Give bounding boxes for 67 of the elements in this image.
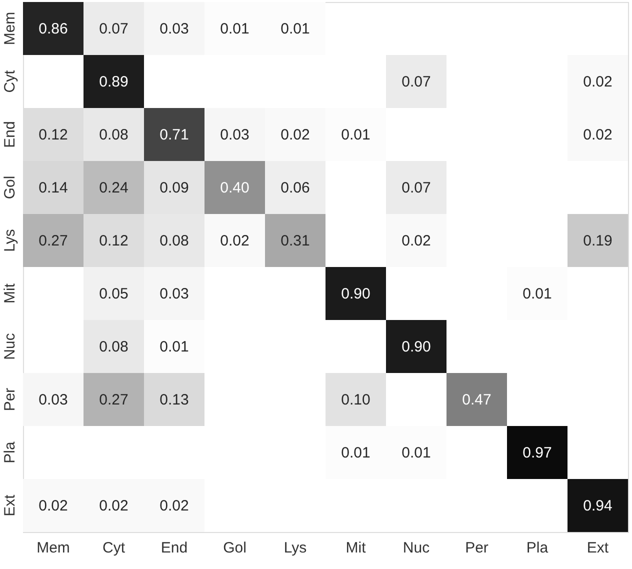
data-label: 0.01 [280, 20, 310, 38]
data-label: 0.08 [160, 232, 189, 250]
data-label: 0.07 [402, 74, 431, 90]
data-label: 0.03 [220, 126, 250, 144]
data-label: 0.02 [402, 232, 431, 250]
x-tick-label: Ext [586, 540, 610, 556]
data-label: 0.01 [341, 444, 370, 462]
data-label: 0.02 [280, 126, 310, 144]
x-tick-label: End [160, 540, 188, 556]
data-label: 0.02 [38, 498, 68, 514]
data-label: 0.01 [160, 338, 189, 356]
data-label: 0.10 [341, 392, 370, 408]
data-label: 0.27 [99, 392, 128, 408]
data-label: 0.40 [220, 180, 250, 196]
data-label: 0.86 [38, 20, 68, 38]
x-tick-label: Nuc [402, 540, 430, 556]
data-label: 0.05 [99, 286, 128, 302]
data-label: 0.02 [99, 498, 128, 514]
data-label: 0.03 [38, 392, 68, 408]
x-tick-label: Pla [526, 540, 549, 556]
data-label: 0.02 [583, 126, 612, 144]
y-tick-label: End [2, 121, 18, 148]
data-label: 0.12 [99, 232, 128, 250]
data-label: 0.19 [583, 232, 612, 250]
data-label: 0.01 [522, 286, 552, 302]
data-label: 0.89 [99, 74, 128, 90]
data-label: 0.13 [160, 392, 189, 408]
data-label: 0.02 [583, 74, 612, 90]
y-tick-label: Gol [2, 176, 18, 200]
data-label: 0.02 [220, 232, 250, 250]
data-label: 0.01 [341, 126, 370, 144]
data-label: 0.07 [402, 180, 431, 196]
x-tick-label: Gol [223, 540, 246, 556]
data-label: 0.03 [160, 286, 189, 302]
data-label: 0.90 [402, 338, 431, 356]
y-tick-label: Ext [2, 494, 18, 516]
y-tick-label: Cyt [2, 69, 18, 93]
data-label: 0.47 [462, 392, 492, 408]
y-tick-label: Lys [2, 229, 18, 252]
data-label: 0.31 [280, 232, 310, 250]
y-tick-label: Pla [2, 441, 18, 464]
data-label: 0.06 [280, 180, 310, 196]
data-label: 0.24 [99, 180, 128, 196]
data-label: 0.94 [583, 498, 612, 514]
data-label: 0.14 [38, 180, 68, 196]
data-label: 0.08 [99, 338, 128, 356]
data-label: 0.07 [99, 20, 128, 38]
y-tick-label: Mit [2, 282, 18, 304]
data-label: 0.08 [99, 126, 128, 144]
y-tick-label: Mem [2, 12, 18, 46]
data-label: 0.09 [160, 180, 189, 196]
y-tick-label: Per [2, 388, 18, 412]
data-label: 0.97 [522, 444, 552, 462]
x-tick-label: Mem [36, 540, 70, 556]
data-label: 0.27 [38, 232, 68, 250]
data-label: 0.12 [38, 126, 68, 144]
x-tick-label: Lys [284, 540, 307, 556]
x-tick-label: Mit [346, 540, 367, 556]
data-label: 0.01 [220, 20, 250, 38]
data-label: 0.01 [402, 444, 431, 462]
x-tick-label: Cyt [102, 540, 126, 556]
data-label: 0.90 [341, 286, 370, 302]
data-label: 0.71 [160, 126, 189, 144]
x-tick-label: Per [465, 540, 488, 556]
data-label: 0.02 [160, 498, 189, 514]
y-tick-label: Nuc [2, 332, 18, 360]
data-label: 0.03 [160, 20, 189, 38]
